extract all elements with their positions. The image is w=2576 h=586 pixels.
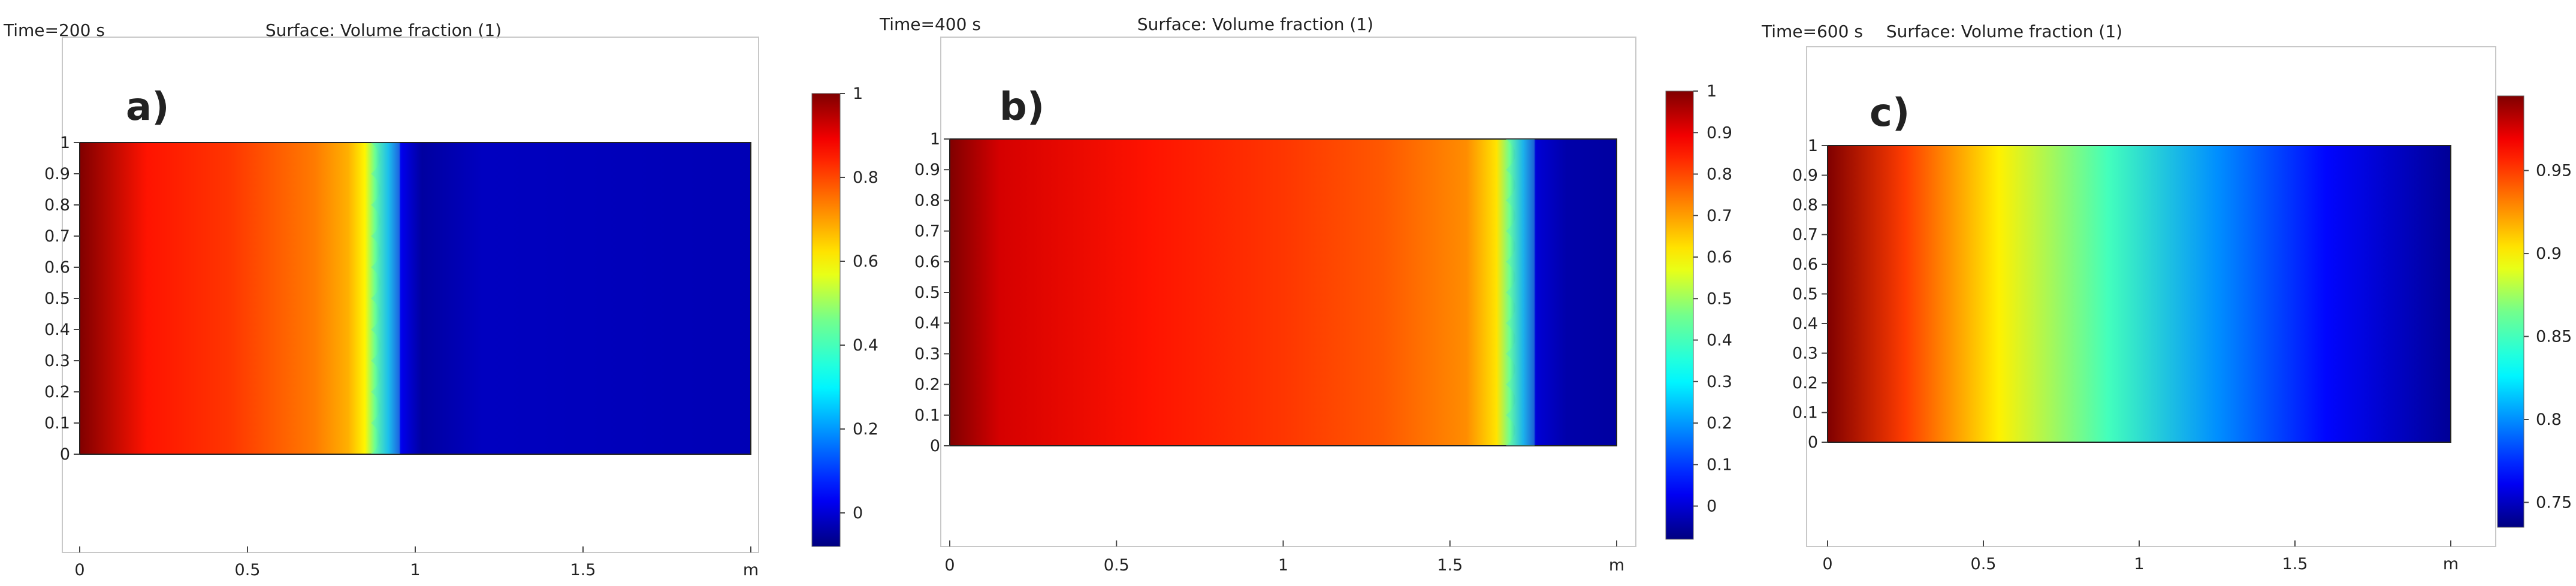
colorbar: [1665, 90, 1694, 540]
x-tick-label: 0.5: [1971, 555, 1997, 573]
y-tick-label: 0.6: [1792, 255, 1818, 274]
colorbar-tick-label: 0.2: [853, 420, 878, 439]
y-tick-label: 0.5: [1792, 285, 1818, 304]
y-tick-label: 0.4: [914, 314, 940, 333]
volume-fraction-surface: [79, 142, 751, 455]
y-tick-label: 0.7: [44, 227, 70, 246]
panel-label: a): [126, 85, 169, 129]
colorbar-tick-label: 0.75: [2536, 493, 2572, 512]
y-tick-label: 0.9: [1792, 167, 1818, 185]
colorbar-tick-label: 0.4: [853, 336, 878, 355]
y-tick-label: 0.2: [1792, 374, 1818, 392]
y-tick-label: 0.2: [44, 383, 70, 401]
y-tick-label: 1: [930, 130, 940, 149]
y-tick-label: 0.9: [914, 161, 940, 179]
colorbar-tick-label: 0.5: [1707, 289, 1732, 308]
colorbar-tick-label: 0.8: [1707, 165, 1732, 184]
x-tick-label: 1: [1278, 556, 1288, 575]
y-tick-label: 0.1: [1792, 404, 1818, 422]
y-tick-label: 0.6: [914, 253, 940, 271]
x-tick-label: m: [2443, 555, 2459, 573]
x-tick-label: 1.5: [2282, 555, 2308, 573]
colorbar-tick-label: 1: [1707, 82, 1717, 101]
x-tick-label: 0: [74, 561, 84, 579]
x-tick-label: 1: [2134, 555, 2144, 573]
y-tick-label: 0.6: [44, 258, 70, 277]
y-tick-label: 0.1: [914, 406, 940, 425]
time-label: Time=400 s: [879, 14, 981, 34]
y-tick-label: 0: [60, 445, 70, 464]
y-tick-label: 0.4: [1792, 315, 1818, 333]
colorbar-tick-label: 0.8: [853, 168, 878, 187]
y-tick-label: 1: [1808, 137, 1818, 155]
y-tick-label: 0.8: [914, 191, 940, 210]
x-tick-label: 0: [944, 556, 955, 575]
y-tick-label: 0.8: [1792, 196, 1818, 215]
colorbar-tick-label: 0.95: [2536, 162, 2572, 180]
x-tick-label: 1.5: [570, 561, 596, 579]
x-tick-label: 1: [410, 561, 420, 579]
colorbar-tick-label: 0: [1707, 497, 1717, 516]
colorbar-tick-label: 0.6: [1707, 248, 1732, 267]
y-tick-label: 0.3: [1792, 345, 1818, 363]
panel-0: Time=200 s Surface: Volume fraction (1)a)…: [3, 20, 878, 579]
colorbar-tick-label: 0.9: [1707, 123, 1732, 142]
colorbar-tick-label: 0.9: [2536, 244, 2562, 263]
y-tick-label: 0.8: [44, 196, 70, 215]
time-label: Time=600 s: [1761, 22, 1863, 41]
y-tick-label: 0.5: [914, 283, 940, 302]
colorbar: [2497, 95, 2524, 528]
y-tick-label: 0.9: [44, 165, 70, 183]
plot-title: Surface: Volume fraction (1): [1137, 14, 1373, 34]
panel-1: Time=400 s Surface: Volume fraction (1) b)…: [879, 14, 1732, 575]
y-tick-label: 1: [60, 134, 70, 152]
volume-fraction-surface: [1827, 145, 2451, 443]
x-tick-label: m: [743, 561, 759, 579]
plot-title: Surface: Volume fraction (1): [1886, 22, 2122, 41]
infiltration-front: [371, 143, 400, 454]
colorbar-tick-label: 0.4: [1707, 331, 1732, 350]
x-tick-label: 0.5: [1104, 556, 1130, 575]
colorbar-tick-label: 1: [853, 84, 863, 103]
panel-label: c): [1870, 91, 1910, 135]
colorbar: [811, 93, 841, 547]
colorbar-tick-label: 0.2: [1707, 414, 1732, 433]
panel-2: Time=600 s Surface: Volume fraction (1) c)…: [1761, 22, 2572, 573]
x-tick-label: 1.5: [1437, 556, 1463, 575]
infiltration-front: [1506, 139, 1535, 446]
axes-frame: [1806, 46, 2496, 547]
y-tick-label: 0.2: [914, 376, 940, 394]
colorbar-tick-label: 0.8: [2536, 410, 2562, 429]
y-tick-label: 0.3: [914, 345, 940, 363]
axes-frame: [62, 37, 759, 553]
colorbar-tick-label: 0.3: [1707, 373, 1732, 391]
colorbar-tick-label: 0.1: [1707, 455, 1732, 474]
colorbar-tick-label: 0.6: [853, 252, 878, 271]
y-tick-label: 0: [1808, 433, 1818, 452]
y-tick-label: 0.1: [44, 414, 70, 433]
y-tick-label: 0.5: [44, 289, 70, 308]
y-tick-label: 0: [930, 437, 940, 455]
colorbar-tick-label: 0.85: [2536, 328, 2572, 346]
y-tick-label: 0.7: [1792, 226, 1818, 244]
colorbar-tick-label: 0: [853, 504, 863, 522]
y-tick-label: 0.7: [914, 222, 940, 241]
y-tick-label: 0.3: [44, 352, 70, 370]
axes-frame: [940, 37, 1636, 547]
colorbar-tick-label: 0.7: [1707, 207, 1732, 225]
panel-label: b): [999, 85, 1044, 129]
volume-fraction-surface: [949, 138, 1617, 446]
x-tick-label: 0.5: [235, 561, 261, 579]
y-tick-label: 0.4: [44, 321, 70, 339]
x-tick-label: 0: [1822, 555, 1832, 573]
x-tick-label: m: [1609, 556, 1624, 575]
